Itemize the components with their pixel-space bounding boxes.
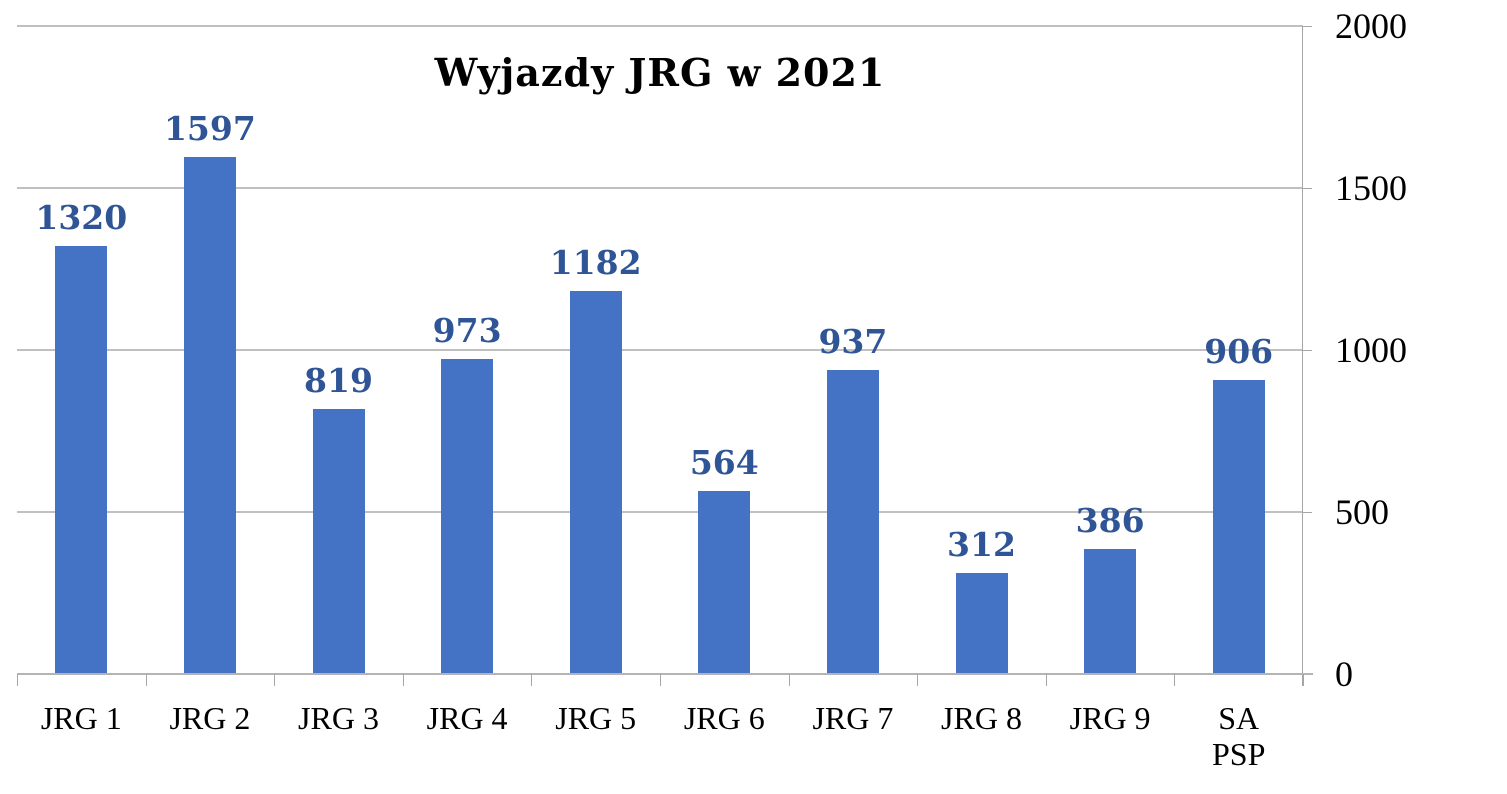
chart-title: Wyjazdy JRG w 2021: [434, 50, 886, 95]
data-label: 973: [432, 310, 502, 350]
x-tick-label: JRG 7: [812, 700, 894, 736]
x-tick-label: JRG 8: [941, 700, 1022, 736]
bar: [1212, 380, 1265, 674]
data-label: 312: [947, 524, 1016, 564]
y-tick: [1302, 512, 1312, 513]
x-tick: [274, 674, 276, 686]
x-tick-label: JRG 2: [169, 700, 251, 736]
y-tick-label: 1000: [1335, 330, 1407, 370]
y-tick-label: 1500: [1335, 168, 1407, 208]
y-tick-label: 2000: [1335, 6, 1407, 46]
x-tick-label: JRG 5: [555, 700, 637, 736]
bar: [55, 246, 108, 674]
data-label: 386: [1075, 500, 1145, 540]
x-tick: [1174, 674, 1176, 686]
bar: [569, 291, 622, 674]
bar: [955, 572, 1008, 674]
x-tick: [145, 674, 147, 686]
data-label: 1320: [35, 198, 128, 238]
data-label: 906: [1204, 332, 1274, 372]
data-label: 819: [304, 360, 373, 400]
y-tick-label: 500: [1335, 492, 1389, 532]
x-tick-label: JRG 1: [40, 700, 122, 736]
bar: [183, 156, 236, 674]
data-label: 937: [818, 322, 888, 362]
x-tick: [1045, 674, 1047, 686]
bar: [698, 491, 751, 674]
data-label: 1597: [163, 108, 256, 148]
bar: [441, 358, 494, 674]
x-tick-label: JRG 9: [1069, 700, 1151, 736]
bar: [1084, 548, 1137, 674]
x-tick-label: JRG 6: [683, 700, 765, 736]
data-label: 1182: [549, 243, 642, 283]
bar: [312, 408, 365, 674]
y-tick: [1302, 26, 1312, 27]
x-axis-line: [17, 673, 1313, 675]
x-tick: [17, 674, 18, 686]
y-tick: [1302, 350, 1312, 351]
x-tick: [402, 674, 404, 686]
gridline: [17, 187, 1303, 189]
gridline: [17, 349, 1303, 351]
x-tick: [660, 674, 661, 686]
y-axis-line: [1302, 26, 1303, 686]
x-tick: [531, 674, 533, 686]
x-tick: [788, 674, 790, 686]
gridline: [17, 25, 1303, 27]
data-label: 564: [689, 443, 759, 483]
bar: [826, 370, 879, 674]
x-tick: [917, 674, 919, 686]
x-tick-label: SA PSP: [1211, 700, 1266, 772]
gridline: [17, 511, 1303, 513]
x-tick-label: JRG 3: [298, 700, 379, 736]
x-tick-label: JRG 4: [426, 700, 508, 736]
x-tick: [1303, 674, 1304, 686]
y-tick: [1302, 188, 1312, 189]
y-tick-label: 0: [1335, 654, 1353, 694]
